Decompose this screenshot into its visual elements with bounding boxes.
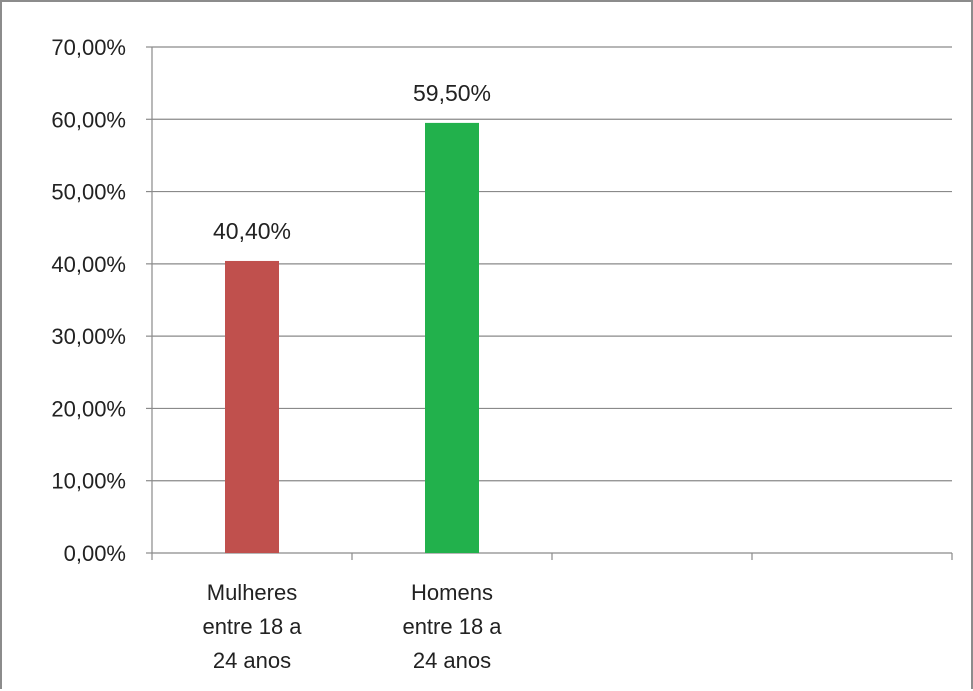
x-tick-label: entre 18 a (202, 614, 302, 639)
y-tick-label: 40,00% (51, 252, 126, 277)
data-label: 40,40% (213, 218, 291, 244)
x-tick-label: 24 anos (413, 648, 491, 673)
y-tick-label: 50,00% (51, 180, 126, 205)
y-tick-label: 20,00% (51, 396, 126, 421)
y-tick-label: 70,00% (51, 35, 126, 60)
y-tick-label: 30,00% (51, 324, 126, 349)
axes (146, 46, 953, 560)
x-tick-label: entre 18 a (402, 614, 502, 639)
data-labels: 40,40% 59,50% (213, 80, 491, 244)
bar (225, 260, 279, 553)
bars (225, 122, 479, 554)
x-tick-label: 24 anos (213, 648, 291, 673)
y-tick-labels: 0,00% 10,00% 20,00% 30,00% 40,00% 50,00% 60,00… (51, 35, 126, 566)
category-labels: Mulheres entre 18 a 24 anos Homens entre 18 … (202, 580, 502, 673)
bar (425, 122, 479, 554)
x-tick-label: Homens (411, 580, 493, 605)
gridlines (152, 46, 952, 482)
y-tick-label: 60,00% (51, 107, 126, 132)
x-tick-label: Mulheres (207, 580, 297, 605)
y-tick-label: 0,00% (64, 541, 126, 566)
y-tick-label: 10,00% (51, 469, 126, 494)
data-label: 59,50% (413, 80, 491, 106)
